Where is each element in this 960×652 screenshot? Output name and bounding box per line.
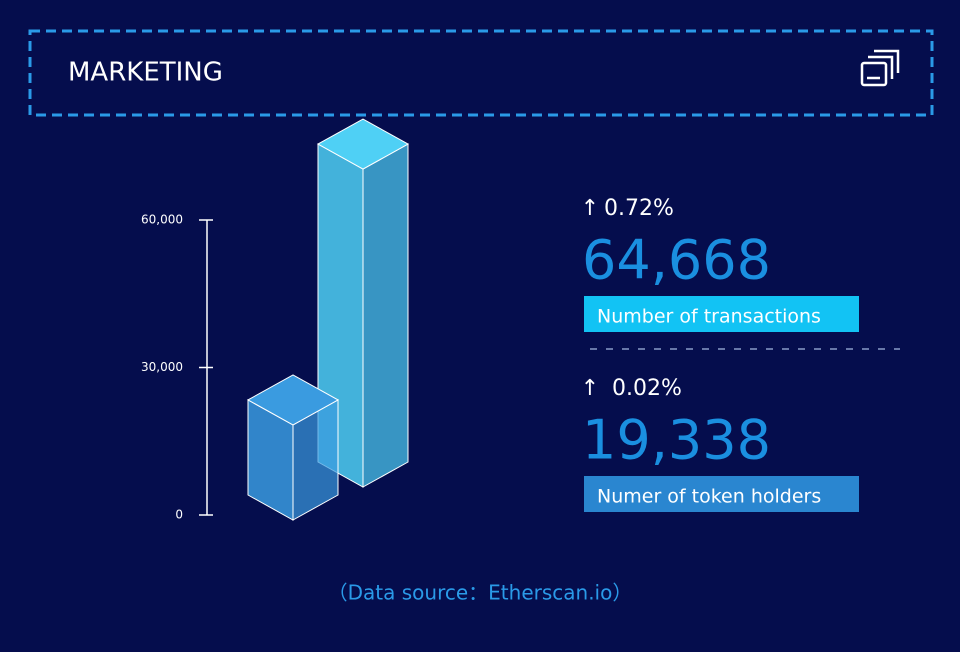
y-tick-label: 0	[175, 508, 183, 522]
stat-value: 19,338	[582, 409, 771, 472]
stat-caption-box	[584, 296, 859, 332]
change-arrow: ↑	[581, 196, 599, 221]
stat-caption: Number of transactions	[597, 306, 821, 328]
stat-value: 64,668	[582, 229, 771, 292]
bar-right-face	[362, 143, 409, 488]
header-frame	[28, 29, 934, 117]
bar-top-face	[316, 118, 410, 170]
change-value: 0.02%	[612, 376, 682, 401]
header-title: MARKETING	[68, 58, 223, 88]
copy-icon[interactable]	[860, 49, 900, 87]
stat-caption: Numer of token holders	[597, 486, 821, 508]
stat-caption-box	[584, 476, 859, 512]
bar-top-face	[246, 374, 340, 426]
bar-3d	[246, 374, 340, 521]
y-tick-label: 30,000	[141, 360, 183, 374]
source: （Data source：Etherscan.io）	[328, 581, 633, 605]
change-value: 0.72%	[604, 196, 674, 221]
bar-3d	[316, 118, 410, 488]
change-arrow: ↑	[581, 376, 599, 401]
y-tick-label: 60,000	[141, 213, 183, 227]
